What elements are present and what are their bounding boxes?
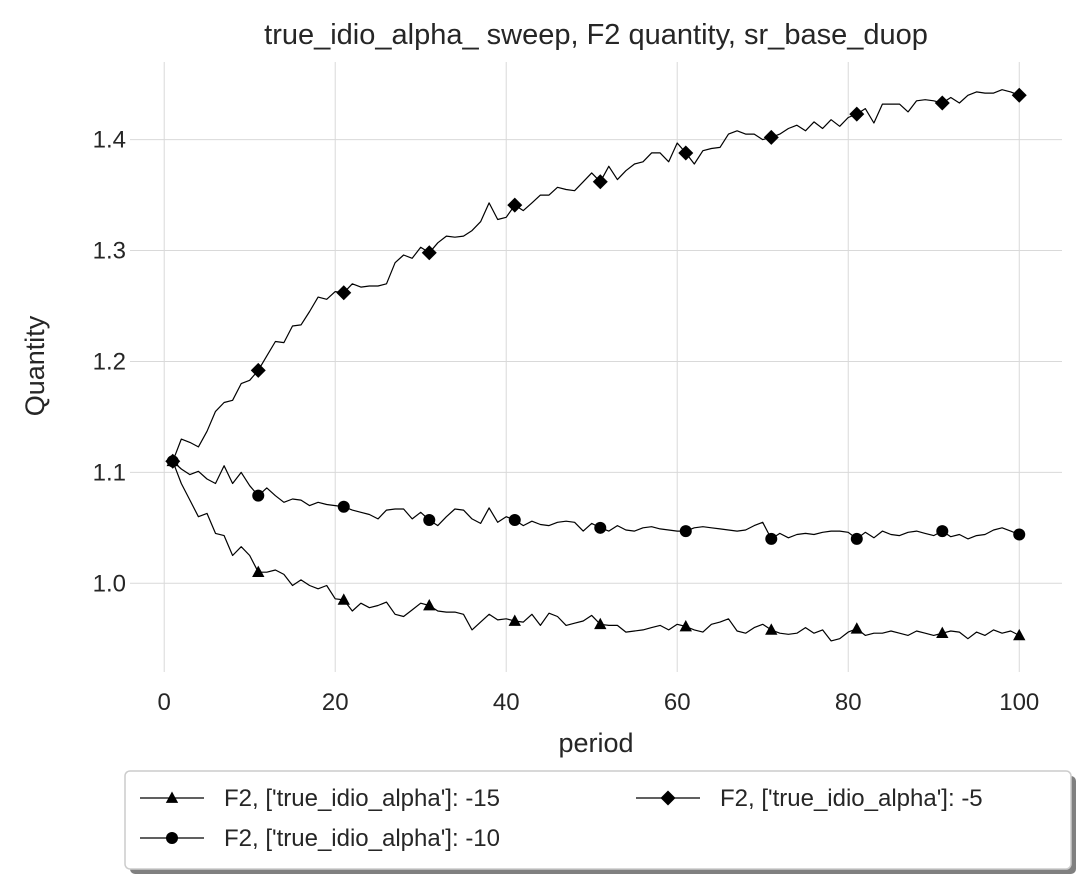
- legend-label: F2, ['true_idio_alpha']: -5: [720, 785, 983, 812]
- legend-entry: F2, ['true_idio_alpha']: -10: [140, 825, 500, 852]
- series-line: [172, 461, 1020, 642]
- legend-entry: F2, ['true_idio_alpha']: -15: [140, 785, 500, 812]
- data-point: [421, 245, 437, 261]
- data-point: [1013, 628, 1026, 641]
- data-point: [936, 626, 949, 639]
- series-diamond: [165, 87, 1027, 469]
- y-tick-label: 1.1: [93, 459, 126, 486]
- grid-lines: [130, 62, 1062, 672]
- data-point: [337, 593, 350, 605]
- x-tick-label: 20: [322, 689, 349, 716]
- y-tick-label: 1.4: [93, 127, 126, 154]
- data-point: [252, 489, 265, 502]
- legend-label: F2, ['true_idio_alpha']: -15: [224, 785, 500, 812]
- legend-label: F2, ['true_idio_alpha']: -10: [224, 825, 500, 852]
- data-point: [336, 285, 352, 301]
- data-point: [679, 620, 692, 632]
- data-point: [765, 623, 778, 635]
- data-point: [849, 106, 865, 122]
- data-point: [594, 617, 607, 630]
- data-point: [1013, 528, 1026, 541]
- chart-title: true_idio_alpha_ sweep, F2 quantity, sr_…: [264, 19, 928, 51]
- legend-items: F2, ['true_idio_alpha']: -15 F2, ['true_i…: [140, 785, 983, 852]
- data-point: [508, 614, 521, 626]
- series-group: [165, 87, 1027, 642]
- data-point: [252, 565, 265, 578]
- y-tick-label: 1.3: [93, 238, 126, 265]
- data-point: [594, 521, 607, 534]
- y-tick-label: 1.2: [93, 348, 126, 375]
- data-point: [165, 453, 181, 469]
- data-point: [678, 145, 694, 161]
- y-axis-label: Quantity: [20, 315, 50, 416]
- data-point: [250, 362, 266, 378]
- series-line: [172, 89, 1020, 462]
- y-tick-label: 1.0: [93, 570, 126, 597]
- data-point: [936, 525, 949, 538]
- x-axis-ticks: 0 20 40 60 80 100: [158, 689, 1040, 716]
- series-triangle: [166, 454, 1026, 642]
- data-point: [507, 197, 523, 213]
- data-point: [592, 174, 608, 190]
- data-point: [508, 514, 521, 527]
- x-tick-label: 80: [835, 689, 862, 716]
- data-point: [765, 532, 778, 545]
- legend-entry: F2, ['true_idio_alpha']: -5: [636, 785, 983, 812]
- x-tick-label: 0: [158, 689, 171, 716]
- legend-marker: [166, 832, 178, 844]
- data-point: [1011, 87, 1027, 103]
- data-point: [850, 622, 863, 634]
- data-point: [850, 532, 863, 545]
- data-point: [423, 514, 436, 527]
- legend-marker: [660, 790, 676, 806]
- data-point: [337, 500, 350, 513]
- data-point: [423, 598, 436, 611]
- data-point: [763, 129, 779, 145]
- x-axis-label: period: [558, 728, 633, 758]
- x-tick-label: 40: [493, 689, 520, 716]
- legend-box: [124, 770, 1072, 870]
- data-point: [679, 525, 692, 538]
- series-circle: [166, 455, 1026, 545]
- x-tick-label: 60: [664, 689, 691, 716]
- x-tick-label: 100: [999, 689, 1039, 716]
- y-axis-ticks: 1.0 1.1 1.2 1.3 1.4: [93, 127, 126, 598]
- data-point: [934, 95, 950, 111]
- legend-marker: [165, 791, 179, 803]
- legend: F2, ['true_idio_alpha']: -15 F2, ['true_i…: [124, 770, 1076, 874]
